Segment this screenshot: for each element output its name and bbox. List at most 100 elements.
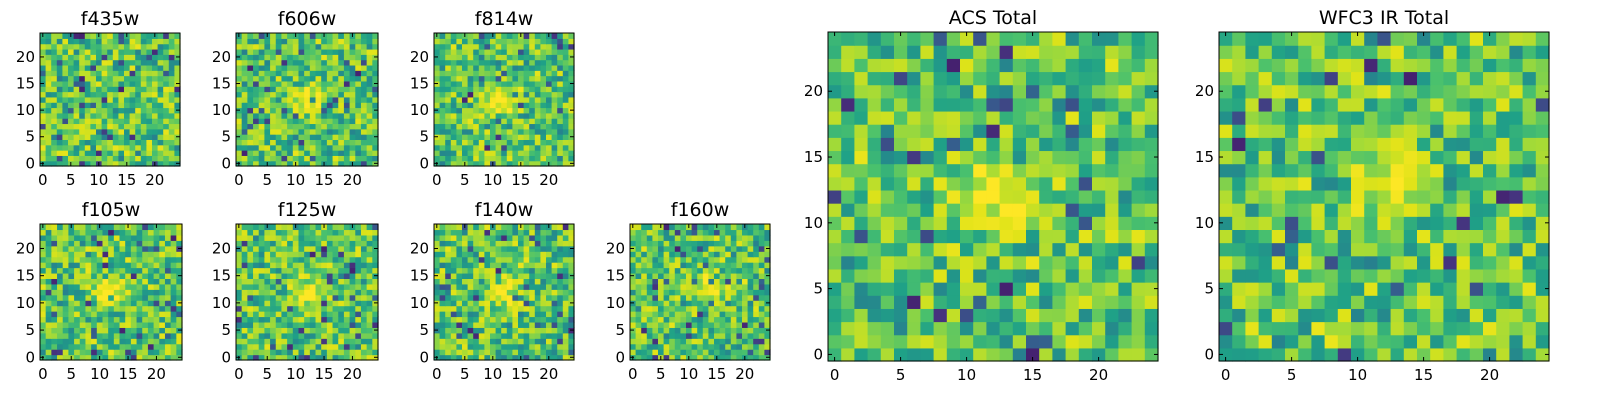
heatmap-cell [562,48,569,55]
heatmap-cell [506,234,513,241]
heatmap-cell [680,311,687,318]
heatmap-cell [719,349,726,356]
heatmap-cell [450,294,457,301]
heatmap-cell [880,268,895,283]
heatmap-cell [91,262,98,269]
heatmap-cell [1092,334,1106,349]
heatmap-cell [258,150,265,156]
heatmap-cell [501,160,508,167]
heatmap-cell [62,338,69,345]
heatmap-cell [663,349,670,356]
heatmap-cell [159,245,166,252]
heatmap-cell [275,338,283,345]
heatmap-cell [247,96,254,103]
heatmap-cell [880,189,895,204]
y-tick-label: 15 [212,75,231,93]
heatmap-cell [764,229,771,236]
heatmap-cell [84,80,91,87]
heatmap-cell [562,75,569,82]
heatmap-cell [1131,189,1146,204]
heatmap-cell [176,224,183,231]
heatmap-cell [551,354,558,361]
heatmap-cell [652,262,659,269]
heatmap-cell [130,240,138,247]
heatmap-cell [986,176,1001,191]
heatmap-cell [540,54,547,61]
heatmap-cell [275,155,283,162]
heatmap-cell [343,118,351,125]
heatmap-cell [168,43,175,50]
heatmap-cell [551,332,558,339]
heatmap-cell [652,327,659,334]
heatmap-cell [907,334,921,349]
heatmap-cell [118,150,125,156]
heatmap-cell [84,128,91,135]
heatmap-cell [258,343,265,350]
heatmap-cell [101,59,108,66]
heatmap-cell [1065,176,1080,191]
heatmap-cell [170,311,177,318]
heatmap-cell [68,134,75,140]
y-tick-label: 15 [606,267,625,285]
heatmap-cell [518,38,525,45]
heatmap-cell [1065,321,1080,336]
heatmap-cell [562,54,569,61]
heatmap-cell [142,338,149,345]
heatmap-cell [456,102,463,109]
heatmap-cell [473,112,480,119]
heatmap-cell [523,234,530,241]
heatmap-cell [456,343,463,350]
heatmap-cell [691,229,698,236]
heatmap-cell [1039,189,1053,204]
heatmap-cell [68,128,75,135]
heatmap-cell [999,242,1014,257]
heatmap-cell [546,267,553,274]
heatmap-cell [366,75,373,82]
heatmap-cell [557,289,564,296]
heatmap-cell [730,316,737,323]
heatmap-cell [506,349,513,356]
heatmap-cell [68,300,75,307]
heatmap-cell [641,343,648,350]
heatmap-cell [736,332,743,339]
heatmap-cell [758,224,765,231]
heatmap-cell [529,262,536,269]
heatmap-cell [518,267,525,274]
heatmap-cell [332,234,339,241]
heatmap-cell [456,327,463,334]
heatmap-cell [439,300,446,307]
heatmap-cell [241,96,248,103]
heatmap-cell [445,91,452,98]
heatmap-cell [736,343,743,350]
heatmap-cell [725,332,732,339]
heatmap-cell [674,289,681,296]
heatmap-cell [236,251,243,258]
heatmap-cell [264,321,271,328]
heatmap-cell [450,321,457,328]
heatmap-cell [907,295,921,309]
heatmap-cell [140,160,147,167]
heatmap-cell [557,33,564,39]
heatmap-cell [501,118,508,125]
heatmap-cell [124,112,131,119]
heatmap-cell [56,96,63,103]
heatmap-cell [501,80,508,87]
heatmap-cell [686,305,693,312]
heatmap-cell [445,48,452,55]
heatmap-cell [253,278,260,285]
heatmap-cell [568,48,575,55]
heatmap-cell [338,80,345,87]
heatmap-cell [360,144,368,151]
heatmap-cell [281,321,288,328]
heatmap-cell [164,332,172,339]
heatmap-cell [360,311,368,318]
heatmap-cell [85,262,92,269]
heatmap-cell [725,305,732,312]
heatmap-cell [562,256,569,263]
heatmap-cell [91,283,98,290]
heatmap-cell [332,338,339,345]
heatmap-cell [281,64,288,71]
heatmap-cell [546,112,553,119]
heatmap-cell [57,283,64,290]
heatmap-cell [45,305,52,312]
